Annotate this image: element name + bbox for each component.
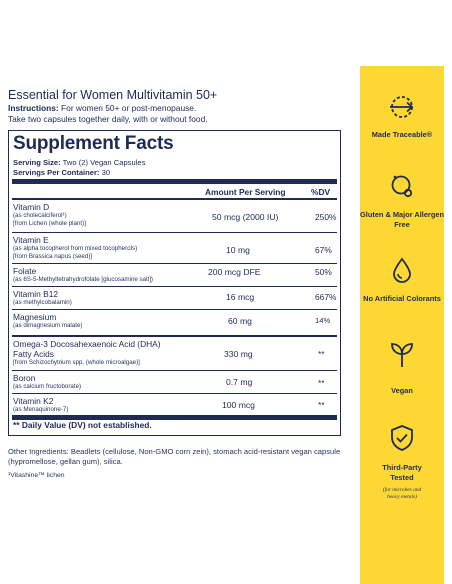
traceable-arrow-icon	[390, 96, 414, 118]
nutrient-amount: 16 mcg	[226, 292, 255, 302]
table-row: Vitamin K2 (as Menaquinone-7) 100 mcg **	[12, 396, 337, 416]
serving-size-value: Two (2) Vegan Capsules	[60, 158, 146, 167]
row-divider	[12, 370, 337, 371]
servings-per-container-label: Servings Per Container:	[13, 168, 100, 177]
product-title: Essential for Women Multivitamin 50+	[8, 88, 218, 102]
nutrient-name: Folate	[13, 266, 37, 276]
divider-thick	[12, 179, 337, 184]
instructions-label: Instructions:	[8, 103, 59, 113]
nutrient-dv: 14%	[315, 316, 331, 325]
instructions: Instructions: For women 50+ or post-meno…	[8, 103, 348, 125]
nutrient-source-detail: [from Brassica napus (seed)]	[13, 253, 93, 260]
table-row: Folate (as 6S-5-Methyltetrahydrofolate […	[12, 266, 337, 286]
nutrient-dv: **	[318, 400, 325, 410]
divider-header	[12, 198, 337, 200]
badge-label: Third-Party Tested	[382, 463, 422, 482]
nutrient-source: (as methylcobalamin)	[13, 299, 72, 306]
table-row: Vitamin E (as alpha tocopherol from mixe…	[12, 235, 337, 265]
nutrient-amount: 100 mcg	[222, 400, 255, 410]
nutrient-source: (as 6S-5-Methyltetrahydrofolate [glucosa…	[13, 276, 153, 283]
row-divider	[12, 232, 337, 233]
serving-size-label: Serving Size:	[13, 158, 61, 167]
nutrient-dv: **	[318, 378, 325, 388]
nutrient-name: Vitamin B12	[13, 289, 59, 299]
row-divider	[12, 263, 337, 264]
nutrient-source-detail: [from Lichen (whole plant)]	[13, 220, 86, 227]
instructions-text: For women 50+ or post-menopause.	[58, 103, 197, 113]
nutrient-source: (as cholecalciferol¹)	[13, 212, 67, 219]
header-dv: %DV	[311, 187, 331, 197]
servings-per-container-value: 30	[99, 168, 111, 177]
row-divider	[12, 393, 337, 394]
shield-check-icon	[391, 425, 413, 451]
feature-badges-panel: Made Traceable® Gluten & Major Allergen …	[360, 66, 444, 584]
nutrient-amount: 50 mcg (2000 IU)	[212, 212, 279, 222]
nutrient-name: Vitamin D	[13, 202, 50, 212]
nutrient-amount: 330 mg	[224, 349, 253, 359]
badge-label: No Artificial Colorants	[363, 294, 441, 303]
badge-note: (for microbes and heavy metals)	[382, 487, 422, 500]
vitashine-note: ¹Vitashine™ lichen	[8, 472, 65, 479]
nutrient-name: Vitamin E	[13, 235, 49, 245]
divider-thick	[12, 415, 337, 420]
facts-title: Supplement Facts	[13, 133, 174, 154]
table-row: Magnesium (as dimagnesium malate) 60 mg …	[12, 312, 337, 333]
nutrient-name-line2: Fatty Acids	[13, 349, 54, 359]
dv-footnote: ** Daily Value (DV) not established.	[13, 420, 152, 430]
badge-label: Vegan	[391, 386, 413, 395]
nutrient-amount: 200 mcg DFE	[208, 267, 261, 277]
droplet-icon	[393, 257, 411, 283]
row-divider	[12, 309, 337, 310]
header-amount: Amount Per Serving	[205, 187, 286, 197]
nutrient-amount: 10 mg	[226, 245, 250, 255]
nutrient-source: (as dimagnesium malate)	[13, 322, 83, 329]
nutrient-name: Vitamin K2	[13, 396, 54, 406]
nutrient-source: (as alpha tocopherol from mixed tocopher…	[13, 245, 138, 252]
serving-info: Serving Size: Two (2) Vegan Capsules Ser…	[13, 158, 145, 178]
table-row: Boron (as calcium fructoborate) 0.7 mg *…	[12, 373, 337, 393]
nutrient-source: [from Schizochytrium spp. (whole microal…	[13, 359, 140, 366]
instructions-line2: Take two capsules together daily, with o…	[8, 114, 208, 124]
nutrient-name: Magnesium	[13, 312, 57, 322]
nutrient-dv: 250%	[315, 212, 337, 222]
nutrient-dv: **	[318, 349, 325, 359]
nutrient-source: (as Menaquinone-7)	[13, 406, 69, 413]
row-divider	[12, 286, 337, 287]
nutrient-amount: 0.7 mg	[226, 377, 253, 387]
table-row: Vitamin B12 (as methylcobalamin) 16 mcg …	[12, 289, 337, 309]
nutrient-dv: 50%	[315, 267, 332, 277]
table-row: Omega-3 Docosahexaenoic Acid (DHA) Fatty…	[12, 339, 337, 370]
nutrient-dv: 67%	[315, 245, 332, 255]
nutrient-dv: 667%	[315, 292, 337, 302]
badge-label: Gluten & Major Allergen Free	[360, 210, 444, 229]
allergen-free-icon	[391, 175, 413, 198]
nutrient-source: (as calcium fructoborate)	[13, 383, 82, 390]
nutrient-name: Omega-3 Docosahexaenoic Acid (DHA)	[13, 339, 161, 349]
badge-label: Made Traceable®	[371, 130, 433, 139]
nutrient-amount: 60 mg	[228, 316, 252, 326]
sprout-icon	[391, 343, 413, 367]
supplement-facts-panel: Supplement Facts Serving Size: Two (2) V…	[8, 130, 341, 436]
nutrient-name: Boron	[13, 373, 36, 383]
other-ingredients: Other Ingredients: Beadlets (cellulose, …	[8, 447, 341, 466]
table-row: Vitamin D (as cholecalciferol¹) [from Li…	[12, 202, 337, 233]
divider-section	[12, 335, 337, 337]
main-panel: Essential for Women Multivitamin 50+ Ins…	[8, 88, 348, 479]
